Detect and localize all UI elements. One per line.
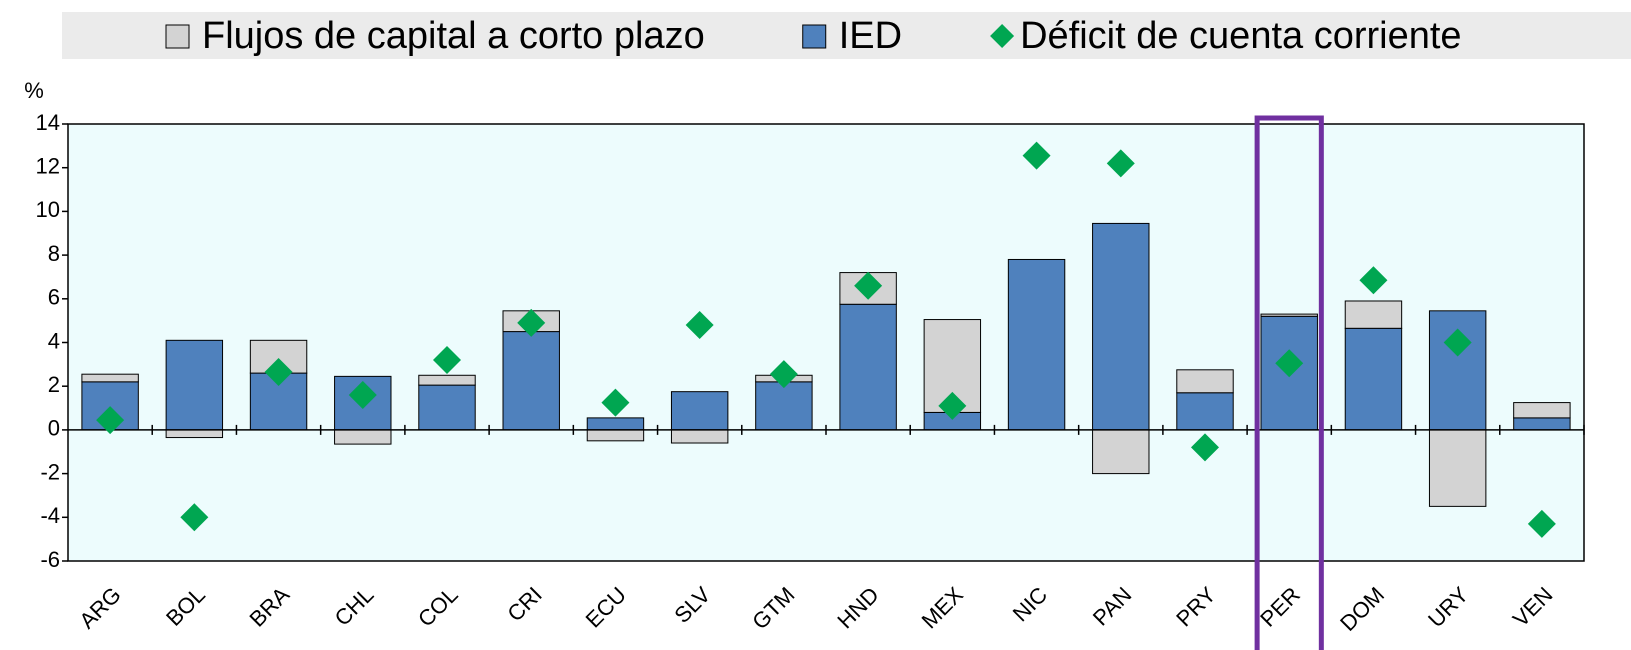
highlight-box [1254, 115, 1324, 650]
point [1191, 433, 1219, 462]
x-tick-label: SLV [669, 582, 715, 628]
bar [1513, 417, 1571, 431]
legend-label: IED [839, 15, 902, 57]
x-tick-label: BRA [245, 582, 295, 632]
legend-marker [165, 24, 190, 49]
bar [755, 381, 813, 431]
point [1106, 149, 1135, 178]
point [264, 357, 293, 386]
legend-marker [990, 24, 1015, 48]
y-axis-label: % [24, 78, 44, 103]
y-tick-label: 6 [48, 285, 60, 310]
x-tick-label: HND [832, 582, 883, 633]
point [601, 388, 630, 417]
bar [1176, 369, 1234, 394]
bar [586, 417, 645, 431]
y-tick-label: -4 [40, 503, 60, 528]
bar [1428, 429, 1487, 507]
legend-background [62, 12, 1631, 59]
point [1527, 509, 1556, 538]
bar [165, 429, 224, 439]
bar [502, 331, 560, 431]
point [433, 345, 461, 374]
y-tick-label: -6 [40, 547, 60, 572]
y-tick-label: 4 [48, 328, 60, 353]
x-tick-label: ECU [581, 582, 632, 633]
y-tick-label: 2 [48, 372, 60, 397]
point [96, 406, 125, 435]
point [769, 360, 798, 389]
point [1022, 141, 1051, 170]
x-tick-label: DOM [1335, 582, 1389, 636]
bar [418, 374, 476, 386]
bar [1344, 327, 1403, 431]
legend-label: Déficit de cuenta corriente [1020, 15, 1461, 57]
bar [1092, 222, 1150, 431]
point [348, 380, 377, 409]
bar [586, 429, 645, 442]
y-tick-label: 14 [36, 110, 60, 135]
point [1359, 266, 1388, 295]
bar [839, 303, 897, 431]
bar [1513, 402, 1571, 419]
bar [1344, 300, 1403, 329]
bar [418, 384, 476, 431]
y-tick-label: 8 [48, 241, 60, 266]
point [517, 308, 546, 337]
bar [1007, 258, 1066, 431]
plot-area [67, 123, 1585, 562]
bar [1092, 429, 1150, 475]
point [1275, 349, 1304, 378]
x-tick-label: CRI [502, 582, 546, 626]
x-tick-label: GTM [747, 582, 799, 634]
bar [670, 429, 729, 444]
point [854, 271, 883, 300]
y-tick-label: -2 [40, 459, 60, 484]
bar [165, 339, 224, 431]
y-tick-label: 0 [48, 416, 60, 441]
x-tick-label: MEX [917, 582, 969, 634]
x-tick-label: ARG [74, 582, 125, 633]
legend-marker [802, 24, 827, 49]
x-tick-label: PAN [1088, 582, 1137, 631]
bar [1176, 392, 1234, 431]
x-tick-label: NIC [1008, 582, 1053, 627]
x-tick-label: CHL [330, 582, 379, 631]
legend-label: Flujos de capital a corto plazo [202, 15, 705, 57]
point [685, 311, 714, 340]
y-tick-label: 12 [36, 154, 60, 179]
point [1443, 328, 1472, 357]
bar [81, 373, 139, 383]
x-tick-label: BOL [161, 582, 210, 631]
x-tick-label: URY [1423, 582, 1473, 632]
bar [334, 429, 392, 445]
bar [1260, 313, 1318, 317]
x-tick-label: VEN [1508, 582, 1558, 632]
y-tick-label: 10 [36, 197, 60, 222]
x-tick-label: PRY [1171, 582, 1221, 632]
x-tick-label: COL [413, 582, 463, 632]
point [180, 503, 209, 532]
x-tick-label: PER [1255, 582, 1305, 632]
point [938, 391, 967, 420]
bar [670, 391, 729, 431]
